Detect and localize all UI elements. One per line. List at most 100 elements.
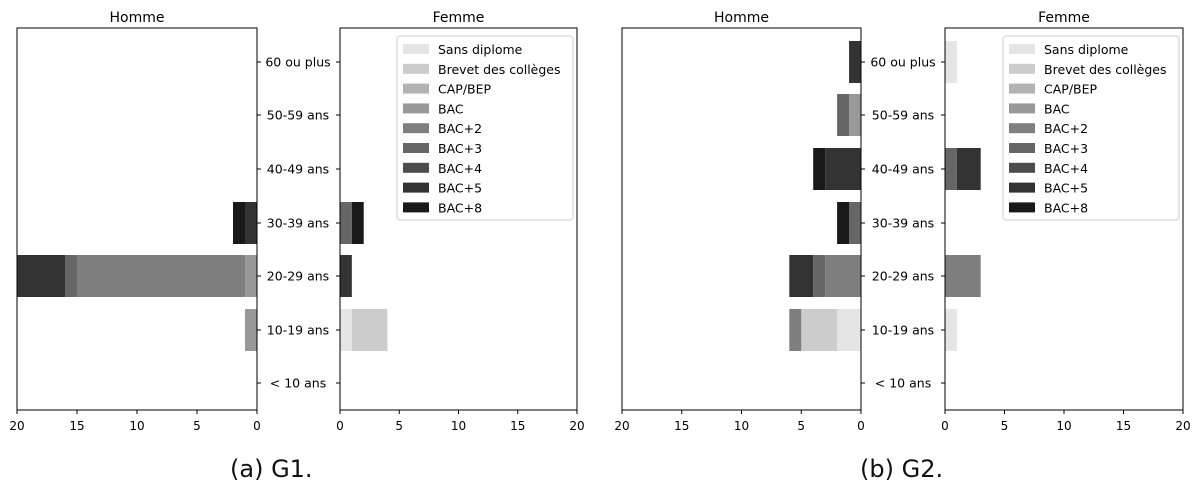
bar-g1-homme-level4-cat2 [77,255,245,297]
xtick-label-g2-homme-0: 0 [857,419,865,433]
xtick-label-g1-femme-5: 5 [395,419,403,433]
legend-label-g2-0: Sans diplome [1044,42,1129,57]
xtick-label-g2-homme-20: 20 [614,419,629,433]
xtick-label-g1-homme-15: 15 [69,419,84,433]
axes-frame-g2-homme [621,27,862,411]
bar-g2-homme-level5-cat5 [837,94,850,136]
bar-g2-femme-level4-cat2 [945,255,981,297]
xtick-label-g2-femme-15: 15 [1116,419,1131,433]
legend-label-g2-5: BAC+3 [1044,141,1088,156]
bar-g2-homme-level1-cat1 [801,309,838,351]
panel-title-g1-femme: Femme [433,10,485,26]
legend-swatch-g2-1 [1009,63,1035,74]
category-label-g2-4: 40-49 ans [872,162,934,177]
legend-label-g1-2: CAP/BEP [438,82,492,97]
legend-swatch-g1-0 [403,44,429,54]
bar-g1-homme-level5-cat2 [65,255,77,297]
category-label-g1-0: < 10 ans [270,376,326,391]
xtick-label-g2-femme-0: 0 [941,419,949,433]
category-label-g2-2: 20-29 ans [872,269,934,284]
legend-swatch-g2-2 [1009,83,1035,94]
legend-swatch-g2-7 [1009,182,1035,193]
legend-label-g2-4: BAC+2 [1044,121,1088,136]
figure: Homme 20 15 10 5 0 Femme 0 5 10 15 20 Sans diplome Br… [9,10,1190,433]
xtick-label-g2-femme-10: 10 [1056,419,1071,433]
legend-label-g2-8: BAC+8 [1044,200,1088,215]
legend-swatch-g2-8 [1009,202,1035,213]
legend-label-g2-7: BAC+5 [1044,181,1088,196]
panel-title-g1-homme: Homme [110,10,165,26]
bar-g1-homme-level7-cat3 [245,202,257,244]
legend-swatch-g2-0 [1009,44,1035,54]
bar-g2-homme-level7-cat6 [849,41,861,83]
category-label-g2-3: 30-39 ans [872,216,934,231]
legend-label-g2-1: Brevet des collèges [1044,62,1167,77]
xtick-label-g1-femme-20: 20 [569,419,584,433]
xtick-label-g2-homme-15: 15 [674,419,689,433]
legend-label-g1-6: BAC+4 [438,161,482,176]
legend-box-g2 [1002,35,1180,221]
xtick-label-g2-femme-20: 20 [1175,419,1190,433]
xtick-label-g2-femme-5: 5 [1001,419,1009,433]
legend-label-g1-5: BAC+3 [438,141,482,156]
legend-swatch-g2-3 [1009,103,1035,114]
legend-label-g1-8: BAC+8 [438,200,482,215]
legend-label-g2-2: CAP/BEP [1044,82,1098,97]
bar-g1-femme-level5-cat3 [340,202,352,244]
bar-g2-femme-level0-cat6 [945,41,957,83]
bar-g1-femme-level8-cat3 [351,202,364,244]
legend-label-g1-3: BAC [438,101,464,116]
legend-swatch-g1-3 [403,103,429,114]
legend-label-g1-4: BAC+2 [438,121,482,136]
caption-g1: (a) G1. [230,455,313,483]
xtick-label-g1-femme-10: 10 [451,419,466,433]
category-label-g1-1: 10-19 ans [267,323,329,338]
legend-swatch-g2-5 [1009,143,1035,153]
axes-frame-g1-homme [16,27,258,411]
bar-g2-femme-level5-cat4 [945,148,957,190]
category-label-g2-1: 10-19 ans [872,323,934,338]
category-label-g2-6: 60 ou plus [870,55,935,70]
legend-label-g2-6: BAC+4 [1044,161,1088,176]
xtick-label-g1-homme-0: 0 [253,419,261,433]
category-label-g1-4: 40-49 ans [267,162,329,177]
legend-swatch-g1-1 [403,63,429,74]
bar-g2-femme-level7-cat4 [956,148,981,190]
bar-g2-homme-level7-cat2 [789,255,814,297]
bar-g2-homme-level8-cat3 [837,202,850,244]
category-label-g1-6: 60 ou plus [265,55,330,70]
category-label-g1-2: 20-29 ans [267,269,329,284]
bar-g2-homme-level4-cat1 [789,309,802,351]
xtick-label-g2-homme-5: 5 [797,419,805,433]
xtick-label-g2-homme-10: 10 [734,419,749,433]
category-label-g1-5: 50-59 ans [267,108,329,123]
bar-g2-homme-level8-cat4 [813,148,826,190]
caption-g2: (b) G2. [860,455,944,483]
panel-title-g2-homme: Homme [714,10,769,26]
legend-swatch-g2-6 [1009,162,1035,173]
category-label-g2-0: < 10 ans [875,376,931,391]
legend-box-g1 [396,35,574,221]
legend-swatch-g1-5 [403,143,429,153]
legend-swatch-g2-4 [1009,123,1035,134]
bar-g2-homme-level5-cat3 [849,202,861,244]
bar-g2-homme-level0-cat1 [837,309,861,351]
legend-swatch-g1-4 [403,123,429,134]
bar-g1-femme-level1-cat1 [351,309,388,351]
legend-label-g2-3: BAC [1044,101,1070,116]
legend-swatch-g1-8 [403,202,429,213]
legend-label-g1-0: Sans diplome [438,42,523,57]
bar-g2-femme-level0-cat1 [945,309,957,351]
bar-g1-homme-level3-cat2 [245,255,257,297]
bar-g2-homme-level7-cat4 [825,148,861,190]
legend-swatch-g1-6 [403,162,429,173]
category-label-g1-3: 30-39 ans [267,216,329,231]
xtick-label-g1-homme-20: 20 [9,419,24,433]
xtick-label-g1-homme-5: 5 [193,419,201,433]
bar-g1-homme-level7-cat2 [17,255,65,297]
bar-g1-homme-level8-cat3 [233,202,245,244]
bar-g2-homme-level4-cat2 [825,255,861,297]
xtick-label-g1-homme-10: 10 [129,419,144,433]
legend-label-g1-7: BAC+5 [438,181,482,196]
bar-g2-homme-level3-cat5 [849,94,861,136]
